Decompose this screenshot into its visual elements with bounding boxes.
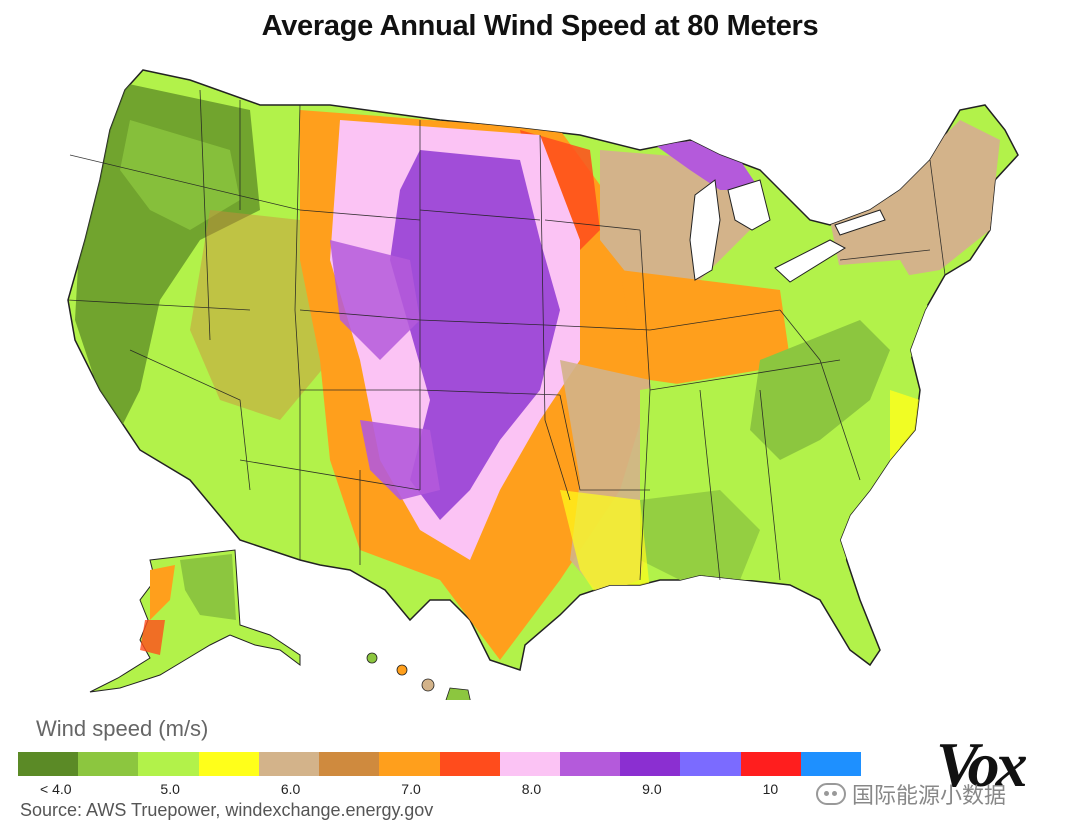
hawaii-oahu: [396, 664, 408, 676]
alaska: [89, 549, 301, 693]
zone-atlantic-yellow: [890, 390, 920, 460]
legend-swatch-2: [138, 752, 199, 776]
zone-appalachian: [750, 320, 890, 460]
zone-ohio-orange: [620, 270, 790, 390]
alaska-interior: [180, 554, 236, 620]
lake-huron: [727, 179, 771, 231]
legend-swatch-0: [18, 752, 79, 776]
zone-gulf-green: [640, 490, 760, 580]
zone-coast-yellow: [560, 490, 650, 600]
legend-title: Wind speed (m/s): [36, 716, 209, 741]
legend-label: 10: [762, 781, 779, 797]
legend-label: < 4.0: [40, 781, 72, 797]
source-note: Source: AWS Truepower, windexchange.ener…: [20, 800, 434, 820]
legend-swatch-11: [680, 752, 741, 776]
alaska-coast: [150, 565, 175, 620]
lake-erie: [774, 239, 847, 283]
legend-label: 5.0: [160, 781, 180, 797]
wechat-icon: [816, 783, 846, 805]
legend-swatch-8: [499, 752, 560, 776]
zone-northeast-tan: [830, 120, 1000, 280]
hawaii-big-island: [445, 687, 471, 700]
legend-swatch-4: [258, 752, 320, 776]
zone-west-green: [120, 120, 240, 230]
legend-swatch-10: [620, 752, 681, 776]
watermark-text: 国际能源小数据: [852, 783, 1007, 808]
legend-swatch-5: [319, 752, 380, 776]
legend-label: 8.0: [521, 781, 542, 797]
brand-logo: Vox: [936, 729, 1028, 800]
legend-swatch-13: [800, 752, 862, 776]
legend-swatch-1: [78, 752, 139, 776]
legend-swatch-3: [198, 752, 259, 776]
legend-color-bar: [18, 752, 862, 776]
hawaii: [366, 652, 471, 700]
lake-ontario: [834, 209, 886, 236]
zone-plains-violet: [330, 240, 420, 360]
contiguous-us: [67, 69, 1019, 671]
legend-label: 9.0: [642, 781, 662, 797]
legend-label: 6.0: [280, 781, 301, 797]
lake-michigan: [689, 179, 721, 281]
legend-swatch-7: [439, 752, 500, 776]
zone-great-lakes-shore: [655, 140, 760, 190]
watermark: 国际能源小数据: [816, 778, 1006, 810]
hawaii-maui: [421, 678, 435, 692]
map-title: Average Annual Wind Speed at 80 Meters: [261, 10, 819, 42]
legend-swatch-6: [379, 752, 440, 776]
legend-swatch-12: [740, 752, 801, 776]
legend-swatch-9: [559, 752, 621, 776]
legend-label: 7.0: [401, 781, 421, 797]
alaska-west: [140, 620, 165, 655]
wind-speed-map: [67, 69, 1019, 700]
hawaii-kauai: [366, 652, 378, 664]
state-borders: [67, 89, 946, 581]
zone-plains-core: [390, 150, 560, 520]
